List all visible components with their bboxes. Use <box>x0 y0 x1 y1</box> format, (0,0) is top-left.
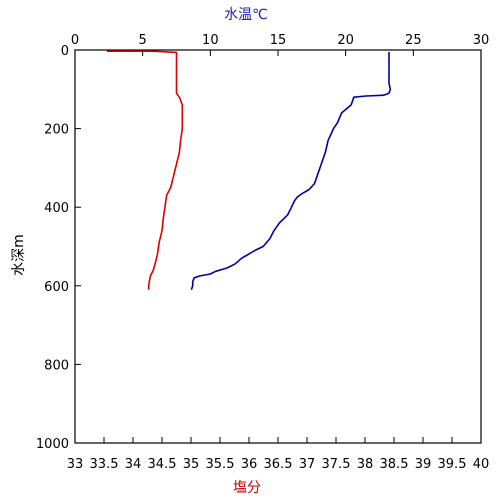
bottom-tick-label: 35.5 <box>206 457 235 472</box>
bottom-tick-label: 36.5 <box>264 457 293 472</box>
bottom-tick-label: 33 <box>67 457 84 472</box>
top-tick-label: 10 <box>202 33 219 48</box>
y-tick-label: 600 <box>44 280 69 295</box>
y-tick-label: 200 <box>44 123 69 138</box>
top-axis-ticks: 0 5 10 15 20 25 30 <box>71 33 489 56</box>
bottom-tick-label: 39 <box>415 457 432 472</box>
y-tick-label: 800 <box>44 358 69 373</box>
bottom-tick-label: 37 <box>299 457 316 472</box>
y-axis-title: 水深m <box>11 234 27 276</box>
bottom-tick-label: 38.5 <box>380 457 409 472</box>
top-tick-label: 0 <box>71 33 79 48</box>
top-tick-label: 30 <box>473 33 490 48</box>
series-layer <box>106 50 392 290</box>
bottom-tick-label: 34.5 <box>148 457 177 472</box>
top-tick-label: 20 <box>337 33 354 48</box>
plot-frame <box>74 49 482 444</box>
top-tick-label: 25 <box>405 33 422 48</box>
bottom-axis-ticks: 33 33.5 34 34.5 35 35.5 36 36.5 37 37.5 38 38.5 39 39… <box>67 437 490 472</box>
bottom-tick-label: 37.5 <box>322 457 351 472</box>
top-tick-label: 15 <box>270 33 287 48</box>
top-axis-title: 水温℃ <box>224 7 268 23</box>
y-tick-label: 0 <box>61 44 69 59</box>
y-tick-label: 1000 <box>36 437 69 452</box>
bottom-axis-title: 塩分 <box>233 480 261 496</box>
y-tick-label: 400 <box>44 201 69 216</box>
bottom-tick-label: 36 <box>241 457 258 472</box>
bottom-tick-label: 38 <box>357 457 374 472</box>
salinity-profile-line <box>106 50 184 290</box>
top-tick-label: 5 <box>139 33 147 48</box>
bottom-tick-label: 35 <box>183 457 200 472</box>
bottom-tick-label: 39.5 <box>438 457 467 472</box>
temperature-profile-line <box>190 52 392 290</box>
bottom-tick-label: 34 <box>125 457 142 472</box>
bottom-tick-label: 33.5 <box>90 457 119 472</box>
y-axis-ticks: 0 200 400 600 800 1000 <box>36 44 81 452</box>
bottom-tick-label: 40 <box>473 457 490 472</box>
